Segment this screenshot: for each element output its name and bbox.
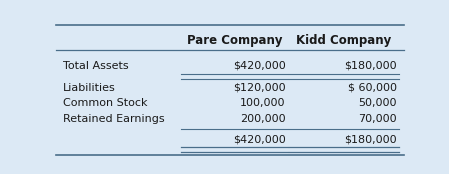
Text: Liabilities: Liabilities (63, 83, 116, 93)
Text: Pare Company: Pare Company (187, 34, 282, 47)
Text: $420,000: $420,000 (233, 61, 286, 71)
Text: 200,000: 200,000 (240, 114, 286, 124)
Text: $180,000: $180,000 (344, 61, 397, 71)
Text: Kidd Company: Kidd Company (296, 34, 392, 47)
Text: $420,000: $420,000 (233, 135, 286, 144)
Text: $120,000: $120,000 (233, 83, 286, 93)
Text: $ 60,000: $ 60,000 (348, 83, 397, 93)
Text: Common Stock: Common Stock (63, 98, 148, 108)
Text: 50,000: 50,000 (359, 98, 397, 108)
Text: $180,000: $180,000 (344, 135, 397, 144)
Text: Total Assets: Total Assets (63, 61, 129, 71)
Text: Retained Earnings: Retained Earnings (63, 114, 165, 124)
Text: 70,000: 70,000 (358, 114, 397, 124)
Text: 100,000: 100,000 (240, 98, 286, 108)
